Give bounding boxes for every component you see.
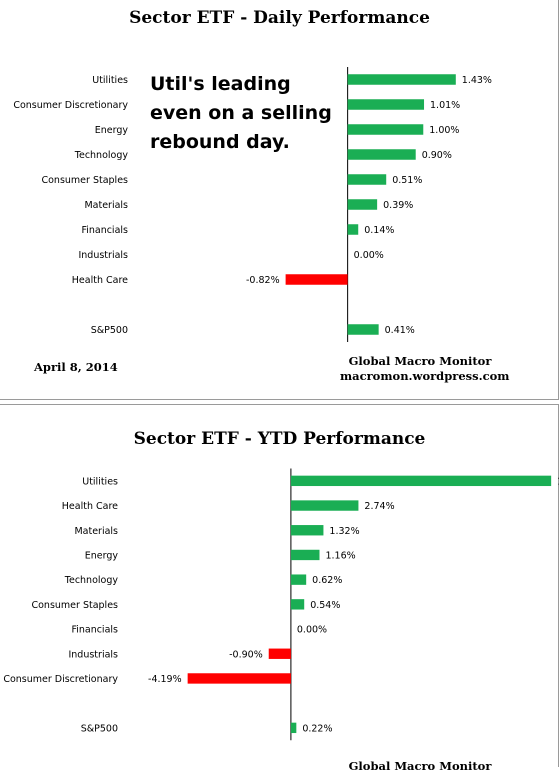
bar	[268, 648, 291, 659]
category-label: Industrials	[68, 649, 118, 660]
bar	[290, 500, 359, 511]
source-credit: Global Macro Monitor macromon.wordpress.…	[340, 354, 510, 384]
callout-annotation: Util's leading even on a selling rebound…	[150, 70, 350, 157]
category-label: Energy	[85, 550, 119, 561]
daily-performance-panel: Sector ETF - Daily Performance Utilities…	[0, 0, 559, 400]
ytd-bar-chart: Utilities 10.56% Health Care 2.74% Materials…	[3, 468, 559, 741]
category-label: Utilities	[92, 75, 128, 86]
bar	[347, 224, 359, 235]
data-label: -0.82%	[246, 275, 280, 286]
bar	[347, 74, 456, 85]
bar	[290, 549, 320, 561]
bar	[347, 99, 425, 110]
category-label: Consumer Staples	[31, 600, 118, 611]
ytd-performance-panel: Sector ETF - YTD Performance Utilities 10…	[0, 404, 559, 773]
bar	[290, 475, 552, 487]
bar	[187, 673, 291, 684]
category-label: Industrials	[78, 250, 128, 261]
data-label: 1.16%	[325, 550, 355, 561]
bar	[290, 525, 324, 536]
category-label: Technology	[64, 575, 119, 586]
bar	[290, 574, 307, 585]
data-label: 0.14%	[364, 225, 394, 236]
category-label: Technology	[74, 150, 129, 161]
data-label: 1.43%	[462, 75, 492, 86]
data-label: 0.39%	[383, 200, 413, 211]
bar	[347, 149, 416, 160]
bar	[347, 124, 424, 135]
callout-line-3: rebound day.	[150, 131, 290, 153]
category-label: Consumer Discretionary	[13, 100, 128, 111]
data-label: 0.51%	[392, 175, 422, 186]
chart-date: April 8, 2014	[34, 360, 118, 374]
daily-bar-chart: Utilities 1.43% Consumer Discretionary 1.01…	[13, 67, 492, 342]
bar	[347, 324, 379, 335]
category-label: Consumer Staples	[41, 175, 128, 186]
data-label: 0.90%	[422, 150, 452, 161]
data-label: 0.54%	[310, 600, 340, 611]
data-label: -4.19%	[148, 674, 182, 685]
callout-line-1: Util's leading	[150, 73, 291, 95]
category-label: Health Care	[62, 501, 118, 512]
category-label: Materials	[74, 526, 118, 537]
category-label: Energy	[95, 125, 129, 136]
bar	[285, 274, 348, 285]
category-label: S&P500	[81, 723, 118, 734]
daily-chart-title: Sector ETF - Daily Performance	[129, 8, 430, 28]
data-label: 0.62%	[312, 575, 342, 586]
bar	[347, 199, 378, 210]
source-name: Global Macro Monitor	[348, 354, 492, 368]
data-label: 2.74%	[364, 501, 394, 512]
bar	[347, 174, 387, 185]
bar	[290, 599, 305, 610]
category-label: Financials	[71, 625, 118, 636]
source-site: macromon.wordpress.com	[340, 369, 510, 383]
category-label: S&P500	[91, 325, 128, 336]
category-label: Financials	[81, 225, 128, 236]
data-label: 0.41%	[385, 325, 415, 336]
callout-line-2: even on a selling	[150, 102, 332, 124]
data-label: 0.22%	[302, 723, 332, 734]
category-label: Consumer Discretionary	[3, 674, 118, 685]
data-label: 0.00%	[297, 625, 327, 636]
category-label: Utilities	[82, 476, 118, 487]
category-label: Health Care	[72, 275, 128, 286]
ytd-chart-title: Sector ETF - YTD Performance	[133, 429, 426, 449]
data-label: 1.32%	[329, 526, 359, 537]
data-label: 0.00%	[354, 250, 384, 261]
data-label: -0.90%	[229, 649, 263, 660]
category-label: Materials	[84, 200, 128, 211]
data-label: 1.01%	[430, 100, 460, 111]
data-label: 1.00%	[429, 125, 459, 136]
bar	[290, 722, 297, 734]
data-label: 10.56%	[557, 476, 559, 487]
